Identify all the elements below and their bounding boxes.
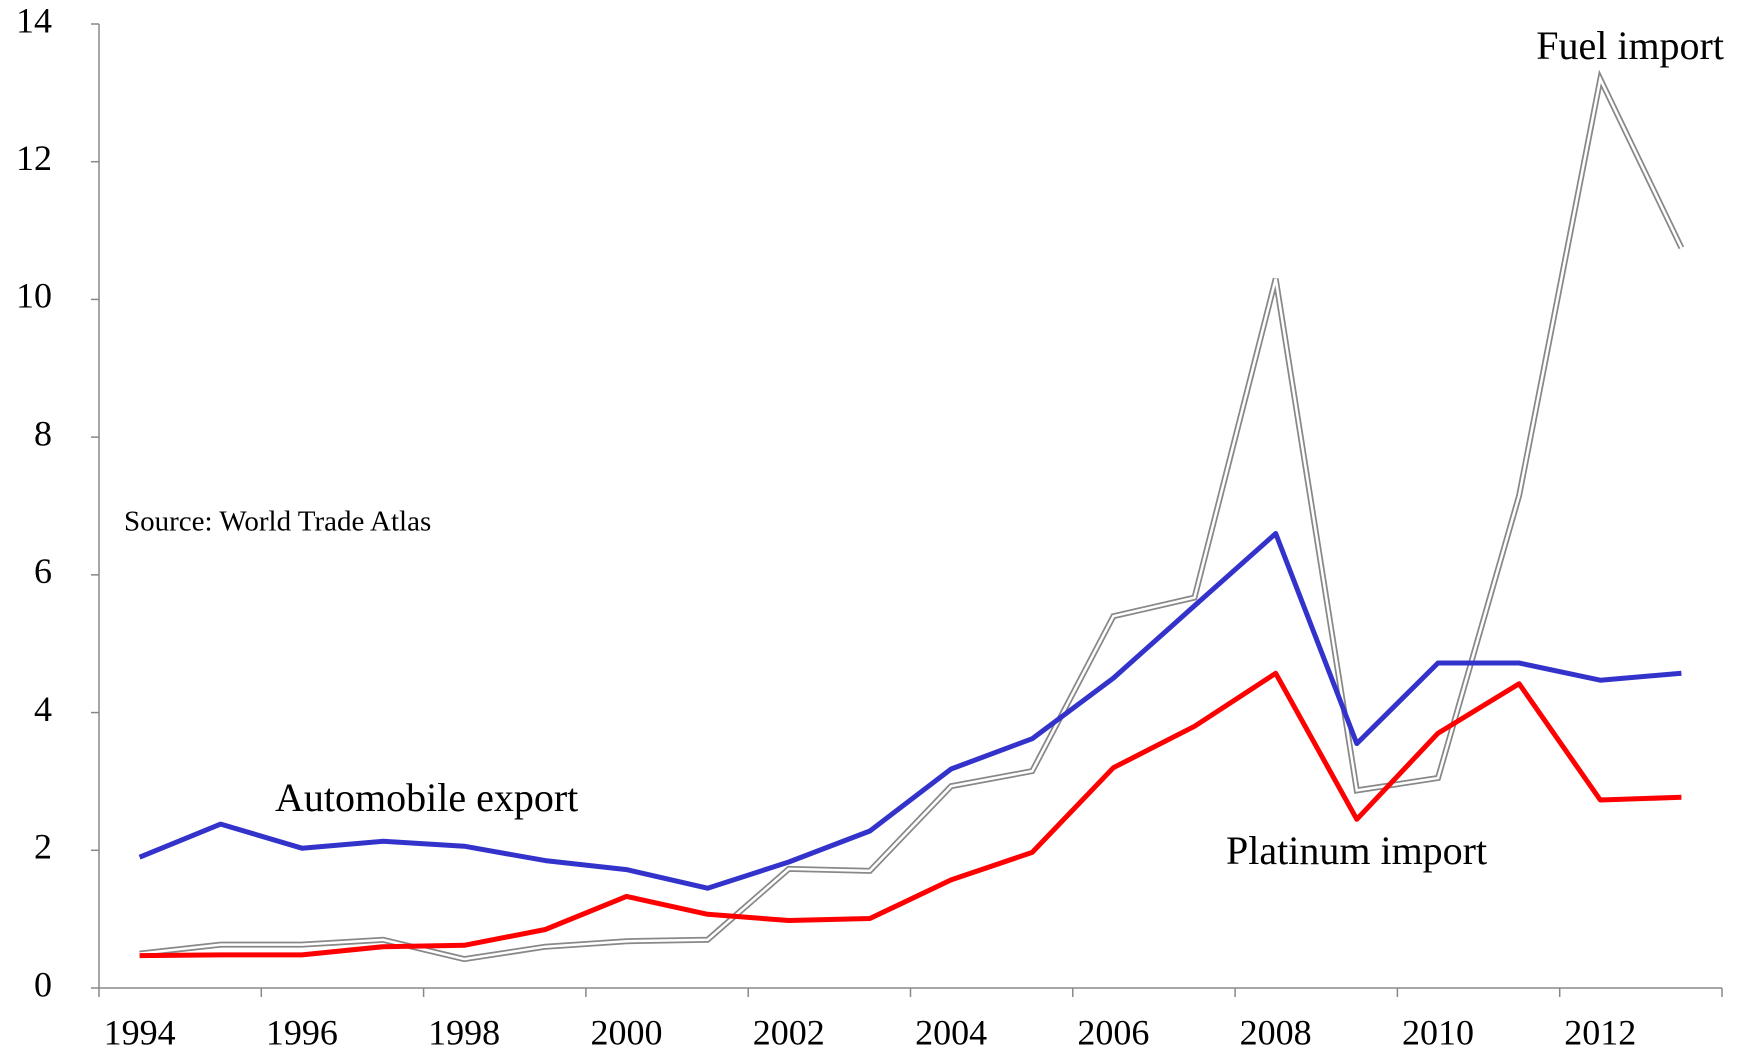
y-tick-label: 6 bbox=[34, 551, 52, 591]
y-tick-label: 10 bbox=[16, 276, 52, 316]
x-tick-label: 2008 bbox=[1240, 1012, 1312, 1052]
y-tick-label: 2 bbox=[34, 827, 52, 867]
series-line bbox=[139, 670, 1682, 959]
x-tick-label: 2010 bbox=[1402, 1012, 1474, 1052]
y-tick-label: 8 bbox=[34, 413, 52, 453]
series-line-inner bbox=[139, 75, 1683, 961]
x-tick-label: 2004 bbox=[915, 1012, 987, 1052]
x-tick-label: 2006 bbox=[1077, 1012, 1149, 1052]
x-tick-label: 2002 bbox=[753, 1012, 825, 1052]
y-tick-label: 12 bbox=[16, 138, 52, 178]
source-note: Source: World Trade Atlas bbox=[124, 506, 431, 538]
series-label: Automobile export bbox=[275, 775, 578, 820]
x-tick-label: 2000 bbox=[590, 1012, 662, 1052]
series-label: Platinum import bbox=[1226, 828, 1487, 873]
y-tick-label: 4 bbox=[34, 689, 52, 729]
x-tick-label: 1998 bbox=[428, 1012, 500, 1052]
x-tick-label: 2012 bbox=[1564, 1012, 1636, 1052]
x-tick-label: 1994 bbox=[104, 1012, 176, 1052]
y-tick-label: 0 bbox=[34, 964, 52, 1004]
series-line bbox=[138, 531, 1682, 891]
y-tick-label: 14 bbox=[16, 0, 52, 40]
x-tick-label: 1996 bbox=[266, 1012, 338, 1052]
series-label: Fuel import bbox=[1536, 23, 1724, 68]
